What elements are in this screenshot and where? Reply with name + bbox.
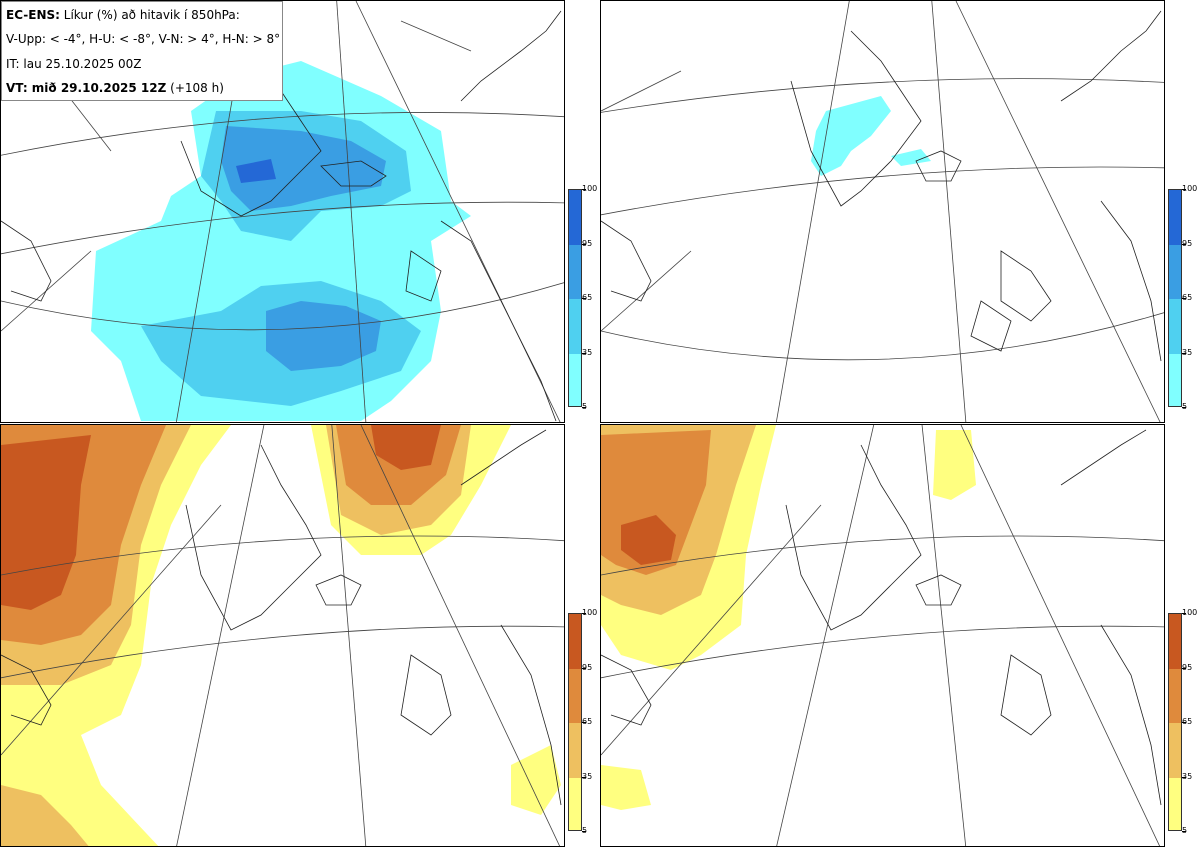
- colorbar-tick-label: 5: [582, 402, 588, 411]
- colorbar-segment: [569, 190, 581, 245]
- thresholds-label: V-Upp: < -4°, H-U: < -8°, V-N: > 4°, H-N…: [6, 32, 281, 46]
- colorbar-segment: [1169, 777, 1181, 830]
- colorbar-segment: [1169, 668, 1181, 723]
- colorbar-tickmark: [582, 298, 586, 299]
- colorbar-tick-label: 65: [582, 293, 593, 302]
- colorbar-tick-label: 35: [1182, 771, 1193, 781]
- colorbar-tick-label: 100: [582, 608, 598, 617]
- colorbar-tickmark: [1182, 831, 1186, 832]
- colorbar-segment: [569, 614, 581, 669]
- coastlines: [601, 10, 1162, 362]
- prob-area-35c: [1, 785, 89, 846]
- colorbar-tickmark: [1182, 407, 1186, 408]
- colorbar-tickmark: [582, 776, 586, 778]
- colorbar-tickmark: [582, 243, 586, 245]
- colorbar-tickmark: [582, 407, 586, 408]
- map-panel-bottom-left: [0, 424, 565, 847]
- map-panel-top-left: EC-ENS: Líkur (%) að hitavik í 850hPa: V…: [0, 0, 565, 423]
- colorbar-segment: [569, 668, 581, 723]
- coastlines: [1, 429, 562, 806]
- probability-map: [601, 425, 1164, 846]
- colorbar-segment: [1169, 353, 1181, 406]
- probability-map: [601, 1, 1164, 422]
- colorbar-tickmark: [582, 352, 586, 354]
- colorbar-segment: [1169, 614, 1181, 669]
- colorbar-tick-label: 35: [582, 347, 593, 357]
- prob-area-95b: [371, 425, 441, 470]
- colorbar-top-left: [568, 189, 582, 407]
- colorbar-segment: [1169, 723, 1181, 778]
- colorbar-tickmark: [1182, 613, 1186, 614]
- colorbar-tickmark: [1182, 243, 1186, 245]
- colorbar-tickmark: [1182, 776, 1186, 778]
- colorbar-segment: [1169, 299, 1181, 354]
- prob-area-5c: [601, 765, 651, 810]
- colorbar-tickmark: [582, 722, 586, 723]
- colorbar-tickmark: [1182, 298, 1186, 299]
- valid-time-label: VT: mið 29.10.2025 12Z: [6, 81, 167, 95]
- colorbar-tickmark: [1182, 352, 1186, 354]
- prob-area-95: [236, 159, 276, 183]
- map-panel-top-right: [600, 0, 1165, 423]
- colorbar-top-right: [1168, 189, 1182, 407]
- colorbar-segment: [569, 723, 581, 778]
- info-box: EC-ENS: Líkur (%) að hitavik í 850hPa: V…: [1, 1, 283, 101]
- prob-area-65b: [266, 301, 381, 371]
- colorbar-tickmark: [582, 831, 586, 832]
- colorbar-tickmark: [582, 189, 586, 190]
- colorbar-segment: [1169, 190, 1181, 245]
- colorbar-segment: [569, 777, 581, 830]
- colorbar-tick-label: 100: [1182, 184, 1198, 193]
- title-label: Líkur (%) að hitavik í 850hPa:: [63, 8, 240, 22]
- colorbar-tick-label: 95: [582, 238, 593, 248]
- colorbar-segment: [569, 244, 581, 299]
- model-label: EC-ENS:: [6, 8, 60, 22]
- colorbar-tick-label: 65: [582, 717, 593, 726]
- prob-area-5: [811, 96, 891, 176]
- prob-area-5c: [511, 745, 561, 815]
- colorbar-tickmark: [582, 667, 586, 669]
- graticule: [601, 1, 1164, 422]
- colorbar-tick-label: 5: [1182, 826, 1188, 835]
- colorbar-tickmark: [582, 613, 586, 614]
- prob-area-95: [621, 515, 676, 565]
- coastlines: [601, 429, 1162, 806]
- colorbar-tick-label: 95: [1182, 238, 1193, 248]
- colorbar-tick-label: 95: [1182, 662, 1193, 672]
- prob-area-95: [1, 435, 91, 610]
- colorbar-bottom-right: [1168, 613, 1182, 831]
- colorbar-segment: [1169, 244, 1181, 299]
- colorbar-tickmark: [1182, 667, 1186, 669]
- colorbar-tick-label: 100: [582, 184, 598, 193]
- colorbar-tick-label: 100: [1182, 608, 1198, 617]
- map-panel-bottom-right: [600, 424, 1165, 847]
- init-time-label: IT: lau 25.10.2025 00Z: [6, 57, 142, 71]
- graticule: [601, 425, 1164, 846]
- graticule: [1, 425, 564, 846]
- colorbar-tick-label: 5: [1182, 402, 1188, 411]
- probability-map: [1, 1, 564, 422]
- colorbar-tick-label: 95: [582, 662, 593, 672]
- colorbar-tick-label: 35: [1182, 347, 1193, 357]
- lead-time-label: (+108 h): [170, 81, 224, 95]
- colorbar-segment: [569, 299, 581, 354]
- colorbar-tick-label: 35: [582, 771, 593, 781]
- colorbar-tick-label: 65: [1182, 717, 1193, 726]
- colorbar-tickmark: [1182, 189, 1186, 190]
- colorbar-segment: [569, 353, 581, 406]
- colorbar-tick-label: 65: [1182, 293, 1193, 302]
- colorbar-bottom-left: [568, 613, 582, 831]
- colorbar-tick-label: 5: [582, 826, 588, 835]
- probability-map: [1, 425, 564, 846]
- prob-area-5b: [891, 149, 931, 166]
- prob-area-5b: [933, 430, 976, 500]
- colorbar-tickmark: [1182, 722, 1186, 723]
